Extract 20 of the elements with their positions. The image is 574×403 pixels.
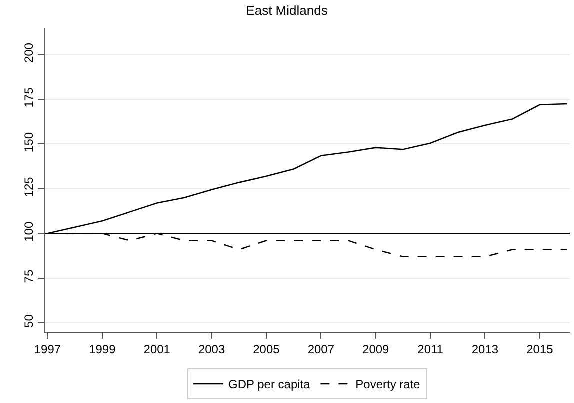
x-tick-label: 1997 xyxy=(34,342,62,356)
y-tick-label: 125 xyxy=(22,176,36,198)
x-tick-label: 2013 xyxy=(472,342,499,356)
y-tick-label: 100 xyxy=(22,222,36,242)
x-tick-label: 2015 xyxy=(526,342,554,356)
y-tick-label: 200 xyxy=(22,42,36,64)
y-tick-label: 175 xyxy=(22,87,36,108)
y-tick-label: 75 xyxy=(22,270,36,284)
x-tick-label: 1999 xyxy=(89,342,116,356)
x-tick-label: 2007 xyxy=(308,342,335,356)
x-tick-label: 2005 xyxy=(253,342,280,356)
x-tick-label: 2011 xyxy=(418,342,444,356)
x-tick-label: 2009 xyxy=(362,342,390,356)
chart-title: East Midlands xyxy=(246,3,328,18)
y-tick-label: 50 xyxy=(22,314,36,328)
y-tick-label: 150 xyxy=(22,132,36,152)
legend-label: GDP per capita xyxy=(228,378,311,392)
legend-label: Poverty rate xyxy=(356,378,421,392)
x-tick-label: 2001 xyxy=(144,342,171,356)
x-tick-label: 2003 xyxy=(198,342,226,356)
